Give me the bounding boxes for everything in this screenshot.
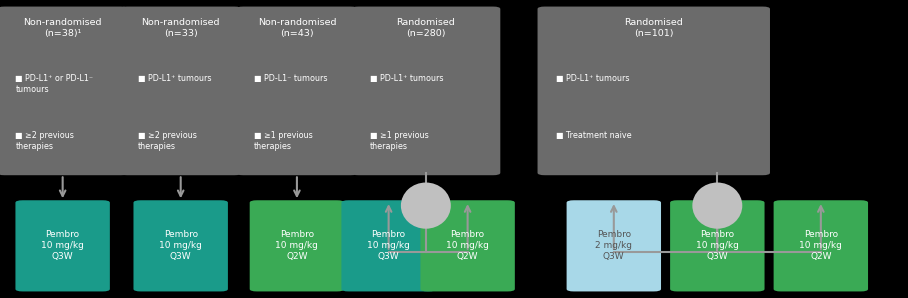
Text: Pembro
10 mg/kg
Q2W: Pembro 10 mg/kg Q2W — [275, 230, 319, 261]
FancyBboxPatch shape — [133, 200, 228, 291]
FancyBboxPatch shape — [250, 200, 344, 291]
Text: Pembro
10 mg/kg
Q3W: Pembro 10 mg/kg Q3W — [696, 230, 739, 261]
FancyBboxPatch shape — [0, 7, 128, 175]
Text: Pembro
10 mg/kg
Q3W: Pembro 10 mg/kg Q3W — [159, 230, 202, 261]
FancyBboxPatch shape — [538, 7, 770, 175]
FancyBboxPatch shape — [15, 200, 110, 291]
Text: Pembro
10 mg/kg
Q2W: Pembro 10 mg/kg Q2W — [446, 230, 489, 261]
Text: ■ ≥1 previous
therapies: ■ ≥1 previous therapies — [254, 131, 313, 151]
Text: ■ ≥1 previous
therapies: ■ ≥1 previous therapies — [370, 131, 429, 151]
Text: R
(3:2): R (3:2) — [414, 196, 438, 215]
Text: ■ PD-L1⁺ tumours: ■ PD-L1⁺ tumours — [556, 74, 629, 83]
Text: Pembro
10 mg/kg
Q3W: Pembro 10 mg/kg Q3W — [41, 230, 84, 261]
FancyBboxPatch shape — [236, 7, 358, 175]
FancyBboxPatch shape — [341, 200, 436, 291]
Text: Non-randomised
(n=33): Non-randomised (n=33) — [142, 18, 220, 38]
Text: Pembro
10 mg/kg
Q3W: Pembro 10 mg/kg Q3W — [367, 230, 410, 261]
Text: R*
(1:1): R* (1:1) — [706, 196, 729, 215]
Text: ■ ≥2 previous
therapies: ■ ≥2 previous therapies — [138, 131, 197, 151]
FancyBboxPatch shape — [420, 200, 515, 291]
FancyBboxPatch shape — [120, 7, 242, 175]
Text: Non-randomised
(n=38)¹: Non-randomised (n=38)¹ — [24, 18, 102, 38]
Text: ■ PD-L1⁺ tumours: ■ PD-L1⁺ tumours — [370, 74, 443, 83]
Text: ■ PD-L1⁻ tumours: ■ PD-L1⁻ tumours — [254, 74, 328, 83]
Text: Randomised
(n=280): Randomised (n=280) — [397, 18, 455, 38]
Text: Non-randomised
(n=43): Non-randomised (n=43) — [258, 18, 336, 38]
Text: ■ PD-L1⁺ tumours: ■ PD-L1⁺ tumours — [138, 74, 212, 83]
Text: Pembro
2 mg/kg
Q3W: Pembro 2 mg/kg Q3W — [596, 230, 632, 261]
FancyBboxPatch shape — [567, 200, 661, 291]
Text: ■ Treatment naive: ■ Treatment naive — [556, 131, 631, 140]
Text: Randomised
(n=101): Randomised (n=101) — [625, 18, 683, 38]
FancyBboxPatch shape — [774, 200, 868, 291]
FancyBboxPatch shape — [670, 200, 765, 291]
Text: ■ ≥2 previous
therapies: ■ ≥2 previous therapies — [15, 131, 74, 151]
Text: Pembro
10 mg/kg
Q2W: Pembro 10 mg/kg Q2W — [799, 230, 843, 261]
FancyBboxPatch shape — [351, 7, 500, 175]
Ellipse shape — [693, 182, 743, 229]
Ellipse shape — [401, 182, 451, 229]
Text: ■ PD-L1⁺ or PD-L1⁻
tumours: ■ PD-L1⁺ or PD-L1⁻ tumours — [15, 74, 94, 94]
